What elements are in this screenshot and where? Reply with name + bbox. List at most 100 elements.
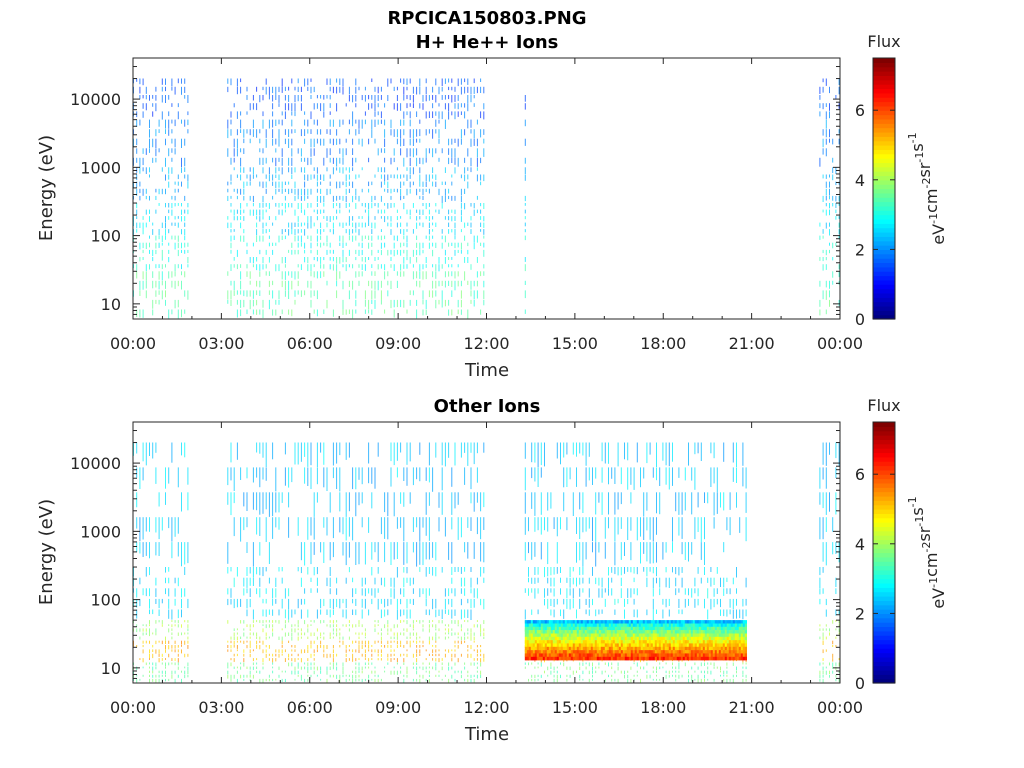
flux-cell (729, 492, 731, 510)
flux-cell (259, 670, 261, 674)
flux-cell (288, 249, 290, 253)
flux-cell (230, 636, 232, 640)
flux-cell (275, 264, 277, 272)
flux-cell (355, 222, 357, 229)
flux-cell (348, 636, 350, 640)
flux-cell (624, 542, 625, 556)
flux-cell (265, 264, 267, 269)
flux-cell (578, 640, 581, 644)
flux-cell (300, 195, 302, 201)
flux-cell (326, 78, 328, 85)
flux-cell (620, 577, 622, 586)
flux-cell (371, 598, 373, 605)
flux-cell (161, 624, 163, 627)
flux-cell (620, 646, 623, 651)
colorbar-swatch (873, 101, 895, 107)
flux-cell (249, 174, 251, 182)
flux-cell (393, 649, 395, 652)
flux-cell (732, 678, 734, 683)
flux-cell (633, 674, 635, 677)
flux-cell (822, 86, 824, 93)
flux-cell (345, 517, 347, 541)
flux-cell (601, 609, 603, 614)
flux-cell (611, 577, 613, 583)
flux-cell (829, 628, 830, 632)
flux-cell (187, 645, 189, 649)
flux-cell (560, 630, 563, 634)
flux-cell (432, 653, 434, 656)
flux-cell (838, 138, 840, 145)
flux-cell (448, 299, 450, 306)
flux-cell (451, 229, 453, 233)
flux-cell (377, 235, 379, 240)
flux-cell (358, 678, 360, 682)
flux-cell (467, 632, 469, 635)
flux-cell (272, 653, 274, 657)
flux-cell (240, 129, 242, 133)
flux-cell (720, 670, 721, 673)
flux-cell (326, 235, 328, 243)
flux-cell (307, 195, 309, 199)
flux-cell (230, 222, 232, 228)
flux-cell (448, 609, 450, 615)
flux-cell (259, 129, 261, 134)
flux-cell (278, 188, 280, 192)
flux-cell (825, 624, 827, 627)
flux-cell (838, 632, 840, 635)
flux-cell (444, 167, 446, 173)
flux-cell (390, 598, 392, 605)
flux-cell (142, 148, 144, 154)
flux-cell (412, 86, 414, 94)
flux-cell (336, 181, 338, 189)
flux-cell (249, 632, 251, 636)
flux-cell (136, 598, 138, 608)
flux-cell (323, 632, 325, 635)
flux-cell (275, 577, 277, 587)
flux-cell (361, 670, 363, 674)
flux-cell (419, 636, 421, 639)
flux-cell (348, 674, 350, 677)
flux-cell (569, 666, 571, 671)
flux-cell (396, 249, 398, 255)
flux-cell (570, 633, 573, 638)
flux-cell (339, 157, 341, 164)
flux-cell (387, 653, 389, 658)
flux-cell (161, 111, 163, 120)
flux-cell (608, 567, 609, 576)
flux-cell (554, 630, 557, 634)
flux-cell (832, 670, 834, 674)
flux-cell (326, 129, 328, 134)
flux-cell (403, 242, 405, 247)
flux-cell (304, 222, 306, 226)
flux-cell (678, 467, 680, 478)
flux-cell (409, 148, 411, 157)
flux-cell (825, 111, 827, 120)
flux-cell (532, 646, 535, 651)
flux-cell (240, 188, 242, 195)
flux-cell (336, 271, 338, 281)
flux-cell (320, 103, 322, 112)
flux-cell (380, 290, 382, 300)
flux-cell (457, 271, 459, 277)
flux-cell (825, 636, 827, 640)
flux-cell (406, 229, 408, 232)
flux-cell (604, 636, 607, 641)
flux-cell (165, 577, 166, 584)
flux-cell (149, 95, 150, 101)
flux-cell (284, 271, 286, 280)
flux-cell (732, 674, 734, 678)
flux-cell (187, 249, 189, 253)
flux-cell (540, 633, 543, 638)
flux-cell (672, 567, 673, 573)
flux-cell (139, 309, 141, 318)
flux-cell (161, 86, 163, 92)
flux-cell (656, 542, 657, 563)
flux-cell (275, 242, 277, 246)
flux-cell (152, 222, 154, 226)
flux-cell (554, 646, 557, 651)
flux-cell (187, 209, 189, 215)
flux-cell (165, 222, 166, 229)
flux-cell (438, 649, 440, 652)
flux-cell (377, 264, 379, 270)
flux-cell (364, 309, 366, 314)
